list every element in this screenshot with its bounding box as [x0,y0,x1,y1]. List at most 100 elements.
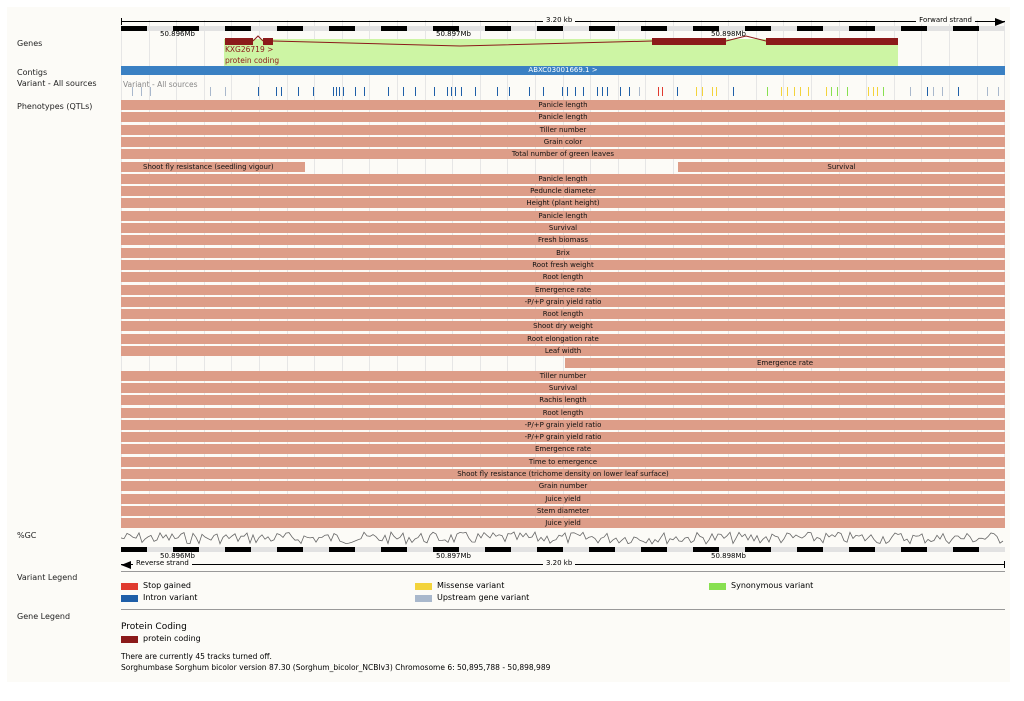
qtl-bar[interactable]: Juice yield [121,518,1005,529]
qtl-bar[interactable]: Total number of green leaves [121,149,1005,160]
variant-tick[interactable] [132,87,133,96]
variant-tick[interactable] [583,87,584,96]
qtl-bar[interactable]: -P/+P grain yield ratio [121,419,1005,430]
qtl-bar[interactable]: Time to emergence [121,456,1005,467]
variant-tick[interactable] [497,87,498,96]
qtl-bar[interactable]: Survival [121,382,1005,393]
qtl-bar[interactable]: Root length [121,309,1005,320]
variant-tick[interactable] [847,87,848,96]
variant-tick[interactable] [942,87,943,96]
qtl-bar[interactable]: Panicle length [121,112,1005,123]
variant-tick[interactable] [141,87,142,96]
variant-tick[interactable] [276,87,277,96]
variant-tick[interactable] [575,87,576,96]
variant-tick[interactable] [794,87,795,96]
variant-tick[interactable] [826,87,827,96]
qtl-bar[interactable]: Shoot dry weight [121,321,1005,332]
qtl-bar[interactable]: Emergence rate [565,358,1005,369]
variant-tick[interactable] [343,87,344,96]
variant-tick[interactable] [364,87,365,96]
qtl-bar[interactable]: Stem diameter [121,505,1005,516]
variant-tick[interactable] [461,87,462,96]
qtl-bar[interactable]: Fresh biomass [121,235,1005,246]
variant-tick[interactable] [210,87,211,96]
variant-tick[interactable] [455,87,456,96]
gene-exon[interactable] [652,38,726,45]
variant-tick[interactable] [712,87,713,96]
qtl-bar[interactable]: Grain color [121,136,1005,147]
qtl-bar[interactable]: -P/+P grain yield ratio [121,432,1005,443]
variant-tick[interactable] [868,87,869,96]
variant-tick[interactable] [808,87,809,96]
variant-tick[interactable] [475,87,476,96]
variant-tick[interactable] [733,87,734,96]
variant-tick[interactable] [333,87,334,96]
variant-tick[interactable] [336,87,337,96]
qtl-bar[interactable]: Root elongation rate [121,333,1005,344]
variant-tick[interactable] [415,87,416,96]
variant-tick[interactable] [702,87,703,96]
qtl-bar[interactable]: Panicle length [121,173,1005,184]
variant-tick[interactable] [677,87,678,96]
qtl-bar[interactable]: Survival [678,161,1005,172]
variant-tick[interactable] [716,87,717,96]
qtl-bar[interactable]: Tiller number [121,370,1005,381]
variant-tick[interactable] [927,87,928,96]
qtl-bar[interactable]: Juice yield [121,493,1005,504]
variant-tick[interactable] [607,87,608,96]
qtl-bar[interactable]: Brix [121,247,1005,258]
gene-exon[interactable] [766,38,898,45]
qtl-bar[interactable]: Leaf width [121,346,1005,356]
qtl-bar[interactable]: Root length [121,407,1005,418]
variant-tick[interactable] [281,87,282,96]
variant-tick[interactable] [355,87,356,96]
variant-tick[interactable] [562,87,563,96]
qtl-bar[interactable]: Shoot fly resistance (trichome density o… [121,469,1005,479]
variant-tick[interactable] [831,87,832,96]
variant-tick[interactable] [910,87,911,96]
variant-tick[interactable] [781,87,782,96]
qtl-bar[interactable]: Tiller number [121,124,1005,135]
variant-tick[interactable] [629,87,630,96]
variant-tick[interactable] [567,87,568,96]
gene-exon[interactable] [263,38,273,45]
variant-tick[interactable] [662,87,663,96]
variant-tick[interactable] [225,87,226,96]
variant-tick[interactable] [800,87,801,96]
qtl-bar[interactable]: Survival [121,223,1005,233]
variant-tick[interactable] [639,87,640,96]
gene-name[interactable]: KXG26719 > [225,45,274,54]
qtl-bar[interactable]: Height (plant height) [121,198,1005,209]
variant-tick[interactable] [696,87,697,96]
qtl-bar[interactable]: Rachis length [121,395,1005,406]
variant-tick[interactable] [602,87,603,96]
variant-tick[interactable] [388,87,389,96]
variant-tick[interactable] [529,87,530,96]
variant-tick[interactable] [543,87,544,96]
variant-tick[interactable] [873,87,874,96]
variant-tick[interactable] [150,87,151,96]
variant-tick[interactable] [933,87,934,96]
qtl-bar[interactable]: Panicle length [121,100,1005,110]
variant-tick[interactable] [658,87,659,96]
variant-tick[interactable] [987,87,988,96]
variant-tick[interactable] [597,87,598,96]
qtl-bar[interactable]: Peduncle diameter [121,186,1005,197]
qtl-bar[interactable]: Root fresh weight [121,259,1005,270]
variant-tick[interactable] [447,87,448,96]
qtl-bar[interactable]: Root length [121,272,1005,283]
variant-tick[interactable] [998,87,999,96]
variant-tick[interactable] [339,87,340,96]
qtl-bar[interactable]: Panicle length [121,210,1005,221]
variant-tick[interactable] [877,87,878,96]
variant-tick[interactable] [509,87,510,96]
qtl-bar[interactable]: Shoot fly resistance (seedling vigour) [121,161,305,172]
variant-tick[interactable] [767,87,768,96]
qtl-bar[interactable]: Grain number [121,481,1005,492]
gene-exon[interactable] [225,38,253,45]
qtl-bar[interactable]: Emergence rate [121,284,1005,295]
variant-tick[interactable] [883,87,884,96]
variant-tick[interactable] [620,87,621,96]
variant-tick[interactable] [451,87,452,96]
contig-bar[interactable]: ABXC03001669.1 > [121,66,1005,75]
